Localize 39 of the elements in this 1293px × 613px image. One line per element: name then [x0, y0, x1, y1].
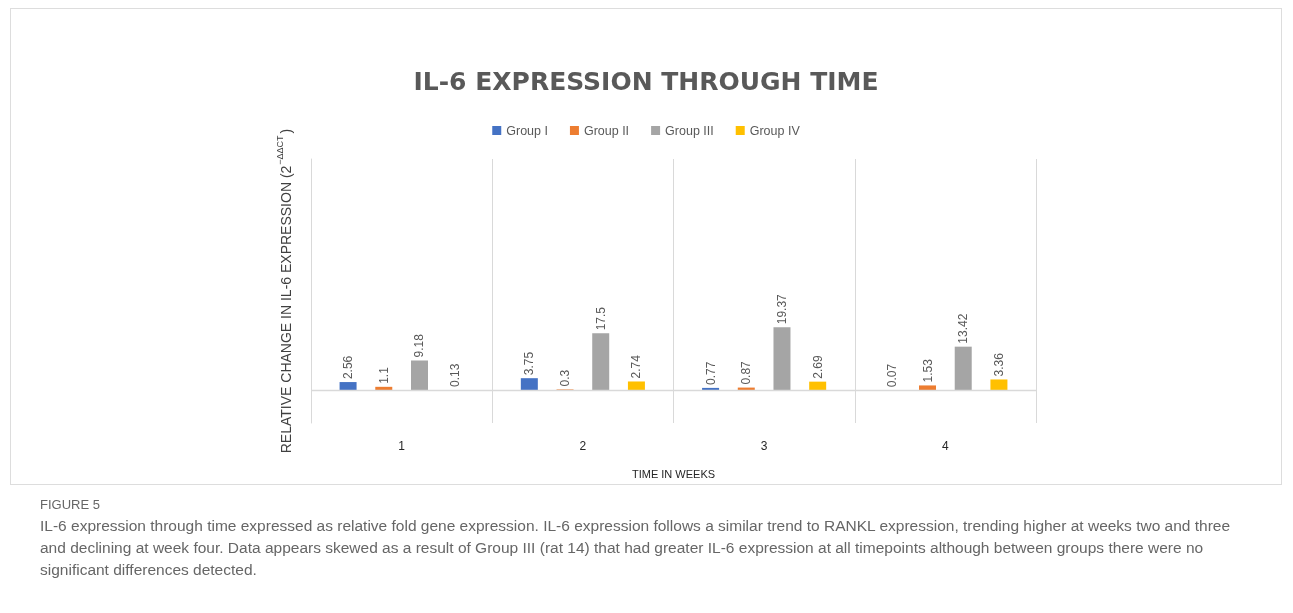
legend-label: Group III: [665, 123, 714, 138]
data-label: 0.87: [739, 360, 754, 385]
data-label: 1.53: [920, 358, 935, 383]
legend-label: Group II: [583, 123, 630, 138]
x-tick-label: 1: [398, 439, 406, 453]
x-tick-label: 4: [942, 439, 950, 453]
caption: FIGURE 5: [40, 497, 101, 512]
data-label: 0.3: [558, 369, 573, 387]
bar: [592, 333, 610, 391]
data-label: 1.1: [376, 366, 391, 384]
data-label: 9.18: [412, 333, 427, 358]
data-label: 2.69: [810, 354, 825, 379]
bar: [520, 378, 538, 391]
bar: [919, 385, 937, 391]
data-label: 2.56: [341, 355, 356, 380]
data-label: 13.42: [956, 313, 971, 344]
bar: [410, 360, 428, 391]
data-label: 17.5: [593, 306, 608, 331]
data-label: 0.13: [448, 363, 463, 387]
data-label: 0.07: [884, 363, 899, 388]
bar: [809, 381, 827, 391]
x-tick-label: 2: [579, 439, 587, 453]
bar: [773, 327, 791, 391]
x-axis-title: TIME IN WEEKS: [631, 467, 716, 480]
legend-label: Group IV: [749, 123, 801, 138]
data-label: 2.74: [629, 354, 644, 379]
text: IL-6 expression through time expressed as relative fold gene expression. IL-6 expression follows a similar trend to RANKL expression, trending higher at weeks two and three and declining at week four. Data appears skewed as a result of Group III (rat 14) that had greater IL-6 expression at all timepoints although between groups there were no significant differences detected.: [40, 516, 1232, 580]
data-label: 0.77: [703, 361, 718, 385]
data-label: 19.37: [774, 293, 789, 325]
bar: [627, 381, 645, 391]
bar: [339, 382, 357, 391]
legend-label: Group I: [506, 123, 548, 138]
bar: [954, 346, 972, 391]
y-axis-title: RELATIVE CHANGE IN IL-6 EXPRESSION (2−ΔΔCT): [274, 128, 294, 454]
data-label: 3.75: [522, 351, 537, 376]
data-label: 3.36: [991, 352, 1006, 377]
bar: [990, 379, 1008, 391]
chart-title: IL-6 EXPRESSION THROUGH TIME: [413, 67, 879, 96]
x-tick-label: 3: [760, 439, 768, 453]
